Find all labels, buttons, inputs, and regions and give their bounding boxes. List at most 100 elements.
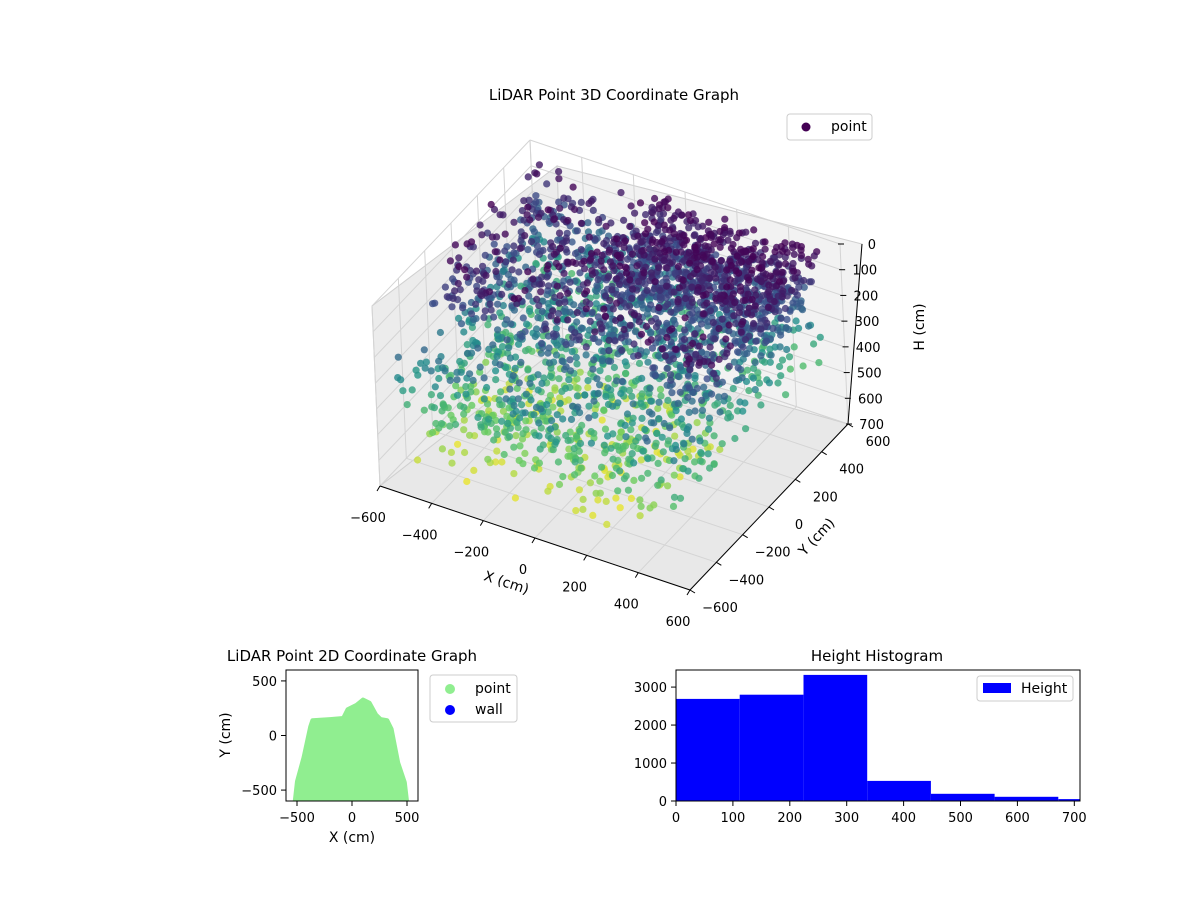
data-point bbox=[613, 377, 621, 385]
data-point bbox=[736, 398, 744, 406]
data-point bbox=[561, 298, 569, 306]
data-point bbox=[638, 247, 646, 255]
data-point bbox=[530, 411, 538, 419]
data-point bbox=[506, 385, 514, 393]
data-point bbox=[518, 435, 527, 443]
y-tick-mark bbox=[742, 534, 748, 539]
data-point bbox=[591, 472, 599, 480]
data-point bbox=[686, 366, 694, 374]
data-point bbox=[748, 296, 756, 304]
data-point bbox=[762, 337, 771, 345]
data-point bbox=[667, 308, 675, 316]
data-point bbox=[595, 338, 603, 346]
data-point bbox=[616, 504, 624, 512]
data-point bbox=[573, 318, 581, 326]
data-point bbox=[709, 318, 717, 326]
data-point bbox=[501, 247, 509, 255]
data-point bbox=[766, 345, 774, 353]
histogram-bar bbox=[1058, 799, 1080, 801]
data-point bbox=[776, 343, 784, 351]
data-point bbox=[647, 301, 655, 309]
y-tick-label: 1000 bbox=[634, 757, 667, 772]
data-point bbox=[698, 406, 707, 414]
data-point bbox=[616, 314, 625, 322]
data-point bbox=[757, 317, 765, 326]
data-point bbox=[617, 389, 625, 398]
data-point bbox=[520, 216, 528, 224]
data-point bbox=[534, 213, 543, 221]
data-point bbox=[640, 269, 648, 277]
data-point bbox=[635, 278, 643, 286]
data-point bbox=[797, 251, 806, 259]
histogram-bar bbox=[994, 796, 1059, 801]
data-point bbox=[571, 458, 579, 466]
data-point bbox=[574, 384, 582, 392]
data-point bbox=[723, 283, 731, 291]
data-point bbox=[477, 423, 485, 431]
data-point bbox=[712, 294, 720, 303]
data-point bbox=[635, 359, 644, 367]
data-point bbox=[509, 372, 517, 380]
data-point bbox=[519, 314, 527, 322]
data-point bbox=[446, 422, 454, 430]
data-point bbox=[654, 227, 662, 235]
data-point bbox=[711, 401, 719, 409]
y-tick-label: 400 bbox=[839, 463, 864, 478]
data-point bbox=[515, 379, 523, 387]
data-point bbox=[553, 341, 561, 349]
data-point bbox=[734, 364, 742, 372]
data-point bbox=[604, 432, 612, 440]
data-point bbox=[552, 438, 560, 446]
data-point bbox=[455, 263, 463, 271]
data-point bbox=[483, 383, 491, 392]
data-point bbox=[539, 332, 547, 340]
data-point bbox=[642, 434, 650, 442]
data-point bbox=[543, 401, 551, 409]
data-point bbox=[456, 286, 464, 294]
data-point bbox=[560, 194, 568, 202]
data-point bbox=[474, 413, 482, 421]
data-point bbox=[745, 387, 753, 395]
histogram-frame bbox=[675, 669, 1081, 802]
data-point bbox=[639, 447, 647, 455]
data-point bbox=[608, 286, 616, 294]
data-point bbox=[731, 434, 739, 443]
data-point bbox=[605, 248, 613, 256]
data-point bbox=[628, 294, 636, 302]
grid-left-y bbox=[397, 278, 407, 459]
data-point bbox=[527, 238, 536, 246]
data-point bbox=[703, 299, 711, 307]
chart-2d-ylabel: Y (cm) bbox=[218, 712, 234, 758]
data-point bbox=[699, 310, 707, 318]
data-point bbox=[676, 473, 684, 481]
chart-3d-title: LiDAR Point 3D Coordinate Graph bbox=[489, 86, 739, 104]
data-point bbox=[505, 280, 513, 289]
data-point bbox=[713, 380, 721, 388]
data-point bbox=[453, 376, 461, 384]
data-point bbox=[626, 302, 634, 310]
data-point bbox=[688, 435, 696, 443]
data-point bbox=[580, 257, 588, 265]
data-point bbox=[749, 245, 757, 253]
data-point bbox=[451, 287, 459, 295]
data-point bbox=[451, 420, 460, 428]
data-point bbox=[630, 340, 638, 348]
data-point bbox=[730, 312, 738, 320]
data-point bbox=[524, 366, 532, 374]
data-point bbox=[571, 205, 579, 214]
data-point bbox=[658, 345, 666, 353]
data-point bbox=[582, 305, 590, 313]
data-point bbox=[623, 410, 632, 418]
data-point bbox=[737, 328, 745, 336]
y-tick-label: 2000 bbox=[634, 719, 667, 734]
data-point bbox=[723, 266, 731, 274]
data-point bbox=[623, 255, 632, 263]
data-point bbox=[484, 455, 492, 463]
data-point bbox=[576, 269, 584, 277]
data-point bbox=[533, 295, 541, 303]
data-point bbox=[509, 256, 517, 264]
data-point bbox=[568, 270, 576, 278]
data-point bbox=[757, 325, 765, 333]
data-point bbox=[427, 367, 435, 375]
data-point bbox=[597, 325, 605, 333]
